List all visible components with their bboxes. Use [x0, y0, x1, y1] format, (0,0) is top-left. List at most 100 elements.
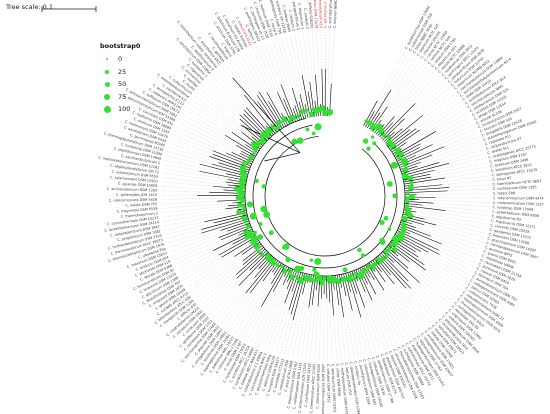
leaf-guide-line	[430, 236, 479, 255]
leaf-guide-line	[409, 261, 455, 297]
leaf-label: C. difficile R20291	[307, 0, 313, 29]
leaf-guide-line	[364, 307, 381, 351]
bootstrap-marker	[258, 221, 263, 226]
bootstrap-marker	[407, 175, 414, 182]
leaf-guide-line	[371, 300, 393, 346]
leaf-guide-line	[275, 309, 290, 353]
leaf-guide-line	[430, 166, 487, 178]
leaf-guide-line	[334, 289, 342, 360]
leaf-guide-line	[252, 48, 287, 118]
leaf-guide-line	[338, 305, 346, 359]
bootstrap-marker	[281, 268, 288, 274]
bootstrap-marker	[309, 258, 314, 262]
leaf-guide-line	[436, 224, 484, 238]
bootstrap-legend: bootstrap0 0 25 50 75 100	[100, 42, 160, 116]
leaf-guide-line	[409, 94, 455, 130]
leaf-guide-line	[163, 211, 238, 227]
bootstrap-marker	[360, 253, 365, 258]
tree-branch	[220, 226, 252, 241]
bootstrap-marker	[285, 256, 291, 263]
bootstrap-marker	[247, 158, 252, 163]
tree-branch	[317, 275, 321, 307]
tree-branch	[372, 260, 382, 273]
bootstrap-marker	[387, 227, 392, 231]
leaf-guide-line	[180, 118, 242, 152]
leaf-label: C. disporicum 2	[297, 3, 304, 30]
leaf-guide-line	[401, 109, 465, 149]
leaf-guide-line	[432, 124, 473, 145]
leaf-guide-line	[228, 280, 264, 329]
leaf-label: C. frigidicarnis DSM 12271	[491, 219, 536, 230]
leaf-guide-line	[397, 255, 452, 301]
leaf-label: C. tetanomorphum DSM 4474	[493, 196, 544, 201]
leaf-guide-line	[381, 271, 424, 328]
leaf-guide-line	[429, 162, 486, 175]
tree-branch	[402, 215, 437, 226]
leaf-guide-line	[423, 224, 483, 242]
leaf-guide-line	[161, 201, 218, 205]
leaf-guide-line	[374, 54, 408, 112]
leaf-guide-line	[357, 281, 385, 350]
leaf-guide-line	[394, 84, 446, 133]
tree-branch	[393, 131, 436, 156]
leaf-guide-line	[327, 32, 331, 108]
leaf-guide-line	[183, 257, 222, 280]
leaf-guide-line	[188, 256, 235, 288]
leaf-guide-line	[408, 268, 449, 304]
bootstrap-marker	[356, 273, 361, 279]
leaf-guide-line	[192, 99, 252, 143]
tree-branch	[404, 187, 450, 191]
leaf-label: C. bolteae 90A9	[282, 5, 292, 32]
leaf-guide-line	[422, 91, 452, 116]
leaf-guide-line	[296, 282, 311, 358]
bootstrap-marker	[407, 184, 414, 191]
leaf-guide-line	[394, 72, 434, 117]
tree-branch	[380, 103, 416, 139]
bootstrap-marker	[383, 215, 389, 221]
leaf-guide-line	[177, 250, 214, 269]
leaf-guide-line	[244, 52, 268, 93]
leaf-guide-line	[279, 314, 292, 354]
leaf-guide-line	[164, 164, 200, 172]
bootstrap-marker	[237, 201, 243, 208]
legend-item: 100	[100, 103, 160, 116]
leaf-guide-line	[175, 235, 239, 265]
leaf-guide-line	[197, 92, 252, 137]
leaf-guide-line	[170, 231, 228, 252]
leaf-label: C. aminovalericum DSM 1283	[107, 187, 157, 193]
leaf-label: C. methylpentosum DSM 5476	[340, 363, 349, 414]
leaf-guide-line	[289, 35, 306, 105]
leaf-label: C. sporogenes ATCC 15579	[491, 168, 537, 178]
leaf-label: C. straminisolvens JCM 21531	[297, 363, 307, 414]
leaf-label: C. thermocellum ATCC 27405	[309, 364, 316, 414]
leaf-label: C. malenominatum DSM 1127	[493, 201, 544, 207]
leaf-guide-line	[422, 204, 489, 212]
tree-branch	[199, 163, 248, 177]
legend-label: 25	[118, 67, 127, 76]
leaf-guide-line	[434, 158, 485, 171]
tree-branch	[291, 87, 303, 120]
bootstrap-marker	[236, 208, 243, 215]
leaf-guide-line	[211, 285, 239, 315]
tree-branch	[201, 216, 248, 230]
legend-dot-icon	[103, 105, 111, 113]
tree-branch	[201, 218, 249, 234]
leaf-label: C. novyi A	[269, 18, 278, 36]
bootstrap-marker	[295, 275, 299, 279]
leaf-guide-line	[374, 271, 416, 333]
leaf-guide-line	[420, 117, 469, 144]
leaf-label: C. celerecrescens DSM 5628	[109, 198, 157, 203]
leaf-guide-line	[186, 243, 251, 284]
bootstrap-marker	[287, 268, 292, 274]
bootstrap-marker	[325, 274, 333, 282]
leaf-guide-line	[416, 98, 458, 129]
bootstrap-marker	[357, 247, 362, 253]
bootstrap-marker	[379, 219, 385, 226]
leaf-label: C. acidurici 9a	[353, 361, 361, 385]
legend-item: 50	[100, 78, 160, 91]
leaf-guide-line	[196, 260, 244, 298]
leaf-guide-line	[435, 113, 467, 132]
leaf-guide-line	[367, 283, 397, 344]
leaf-guide-line	[214, 268, 259, 318]
legend-item: 25	[100, 66, 160, 79]
